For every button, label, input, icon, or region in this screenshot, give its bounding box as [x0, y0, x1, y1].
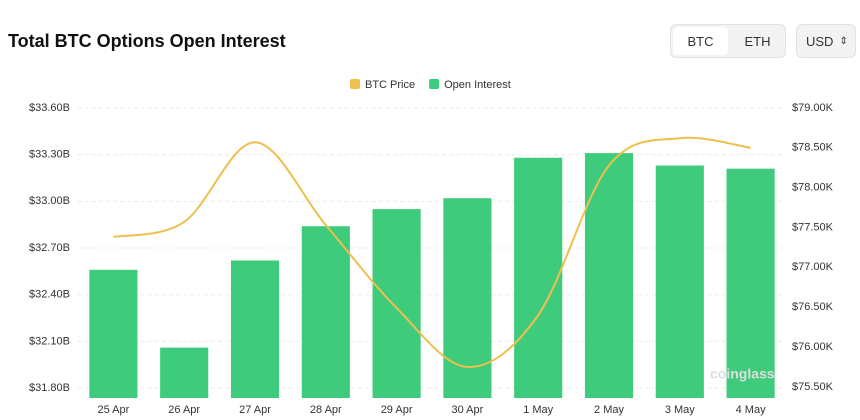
- currency: USD: [806, 33, 834, 49]
- x-tick-label: 28 Apr: [310, 404, 342, 416]
- legend-label: Open Interest: [444, 79, 511, 91]
- tab[interactable]: BTC: [673, 27, 728, 55]
- y-tick-label: $31.80B: [29, 382, 70, 394]
- legend-label: BTC Price: [365, 79, 415, 91]
- currency-select[interactable]: USD ⇕: [796, 24, 856, 58]
- x-tick-label: 30 Apr: [451, 404, 483, 416]
- price-line: [113, 136, 751, 368]
- chart-title: Total BTC Options Open Interest: [8, 31, 286, 51]
- bar: [443, 198, 492, 398]
- x-tick-label: 26 Apr: [168, 404, 200, 416]
- bar: [89, 269, 138, 398]
- tab[interactable]: ETH: [744, 33, 771, 49]
- y-tick-label: $32.40B: [29, 289, 70, 301]
- y2-tick-label: $77.50K: [792, 221, 834, 233]
- y2-tick-label: $75.50K: [792, 381, 834, 393]
- y-tick-label: $33.30B: [29, 149, 70, 161]
- y-tick-label: $33.60B: [29, 102, 70, 114]
- chevron: ⇕: [839, 35, 848, 47]
- bar: [584, 153, 634, 398]
- x-tick-label: 4 May: [736, 404, 766, 416]
- y-tick-label: $32.10B: [29, 335, 70, 347]
- x-tick-label: 27 Apr: [239, 404, 271, 416]
- asset-tabs: BTC ETH: [670, 24, 786, 58]
- x-tick-label: 25 Apr: [97, 404, 129, 416]
- y-tick-label: $33.00B: [29, 195, 70, 207]
- y2-tick-label: $78.00K: [792, 182, 834, 194]
- bar: [726, 168, 775, 398]
- watermark: coinglass: [710, 366, 775, 382]
- x-tick-label: 3 May: [665, 404, 695, 416]
- bar: [160, 347, 209, 398]
- y2-tick-label: $76.00K: [792, 341, 834, 353]
- bar: [655, 165, 704, 398]
- y-tick-label: $32.70B: [29, 242, 70, 254]
- bar: [230, 260, 280, 398]
- x-tick-label: 2 May: [594, 404, 624, 416]
- legend-swatch: [350, 79, 360, 89]
- legend-swatch: [429, 79, 440, 89]
- bar: [372, 209, 421, 398]
- y2-tick-label: $77.00K: [792, 261, 834, 273]
- y2-tick-label: $78.50K: [792, 142, 834, 154]
- y2-tick-label: $76.50K: [792, 301, 834, 313]
- bar: [514, 157, 563, 398]
- x-tick-label: 1 May: [523, 404, 553, 416]
- x-tick-label: 29 Apr: [381, 404, 413, 416]
- y2-tick-label: $79.00K: [792, 102, 834, 114]
- bar: [301, 226, 350, 398]
